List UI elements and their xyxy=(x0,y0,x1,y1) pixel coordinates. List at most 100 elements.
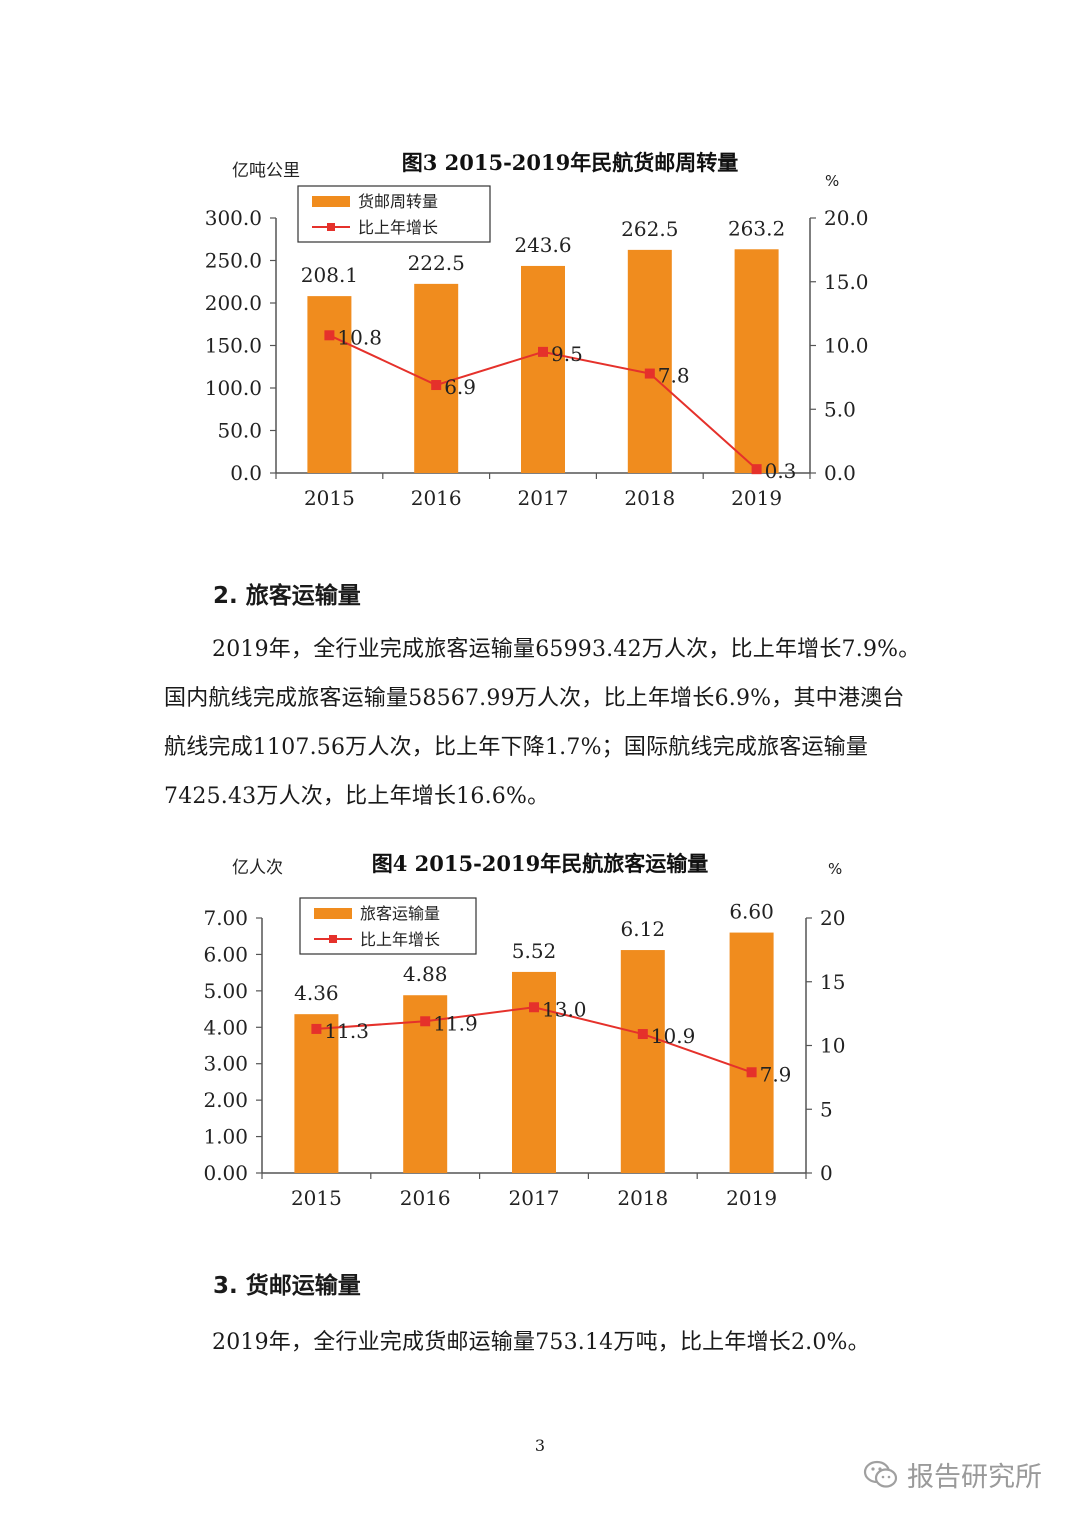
legend-bar-label: 货邮周转量 xyxy=(358,192,438,211)
left-tick-label: 150.0 xyxy=(205,334,262,358)
left-tick-label: 0.0 xyxy=(230,461,262,485)
watermark: 报告研究所 xyxy=(863,1455,1042,1494)
x-tick-label: 2018 xyxy=(617,1186,668,1210)
x-tick-label: 2018 xyxy=(624,486,675,510)
left-tick-label: 5.00 xyxy=(203,979,248,1003)
right-tick-label: 10 xyxy=(820,1034,845,1058)
legend-box xyxy=(299,897,477,955)
right-axis-unit: % xyxy=(828,860,842,878)
left-tick-label: 0.00 xyxy=(203,1161,248,1185)
right-tick-label: 10.0 xyxy=(824,334,869,358)
legend-bar-swatch xyxy=(314,908,352,919)
legend-bar-swatch xyxy=(312,196,350,207)
bar-value-label: 4.88 xyxy=(403,962,448,986)
growth-value-label: 7.8 xyxy=(658,364,690,388)
growth-value-label: 9.5 xyxy=(551,342,583,366)
x-tick-label: 2015 xyxy=(291,1186,342,1210)
left-tick-label: 6.00 xyxy=(203,942,248,966)
bar xyxy=(307,296,352,473)
bar-value-label: 262.5 xyxy=(621,217,678,241)
growth-value-label: 10.9 xyxy=(651,1024,696,1048)
paragraph-cargo: 2019年，全行业完成货邮运输量753.14万吨，比上年增长2.0%。 xyxy=(212,1330,870,1355)
left-tick-label: 250.0 xyxy=(205,249,262,273)
legend-bar-label: 旅客运输量 xyxy=(360,904,440,923)
growth-point xyxy=(751,464,762,475)
x-tick-label: 2016 xyxy=(411,486,462,510)
growth-point xyxy=(529,1002,539,1013)
bar xyxy=(521,265,565,473)
legend-box xyxy=(297,185,491,243)
bar-value-label: 6.60 xyxy=(729,900,774,924)
bar-value-label: 222.5 xyxy=(408,251,465,275)
growth-value-label: 11.9 xyxy=(433,1011,478,1035)
growth-point xyxy=(538,346,548,357)
bar-value-label: 4.36 xyxy=(294,981,339,1005)
bar-value-label: 263.2 xyxy=(728,216,785,240)
x-tick-label: 2019 xyxy=(726,1186,777,1210)
growth-value-label: 10.8 xyxy=(337,325,382,349)
growth-point xyxy=(637,1029,648,1040)
growth-point xyxy=(431,380,442,391)
growth-value-label: 13.0 xyxy=(542,997,587,1021)
paragraph-passenger: 2019年，全行业完成旅客运输量65993.42万人次，比上年增长7.9%。国内… xyxy=(164,637,921,809)
watermark-text: 报告研究所 xyxy=(907,1462,1042,1493)
bar-value-label: 6.12 xyxy=(621,917,666,941)
bar xyxy=(627,249,672,473)
legend-line-marker xyxy=(327,223,335,231)
growth-value-label: 11.3 xyxy=(324,1019,369,1043)
right-tick-label: 15 xyxy=(820,970,845,994)
right-tick-label: 0 xyxy=(820,1161,833,1185)
bar xyxy=(620,950,665,1173)
growth-value-label: 6.9 xyxy=(444,375,476,399)
growth-point xyxy=(644,368,655,379)
growth-point xyxy=(311,1023,322,1034)
left-tick-label: 300.0 xyxy=(205,206,262,230)
chart-passenger-volume-svg: 图4 2015-2019年民航旅客运输量 亿人次 % 0.00 1.00 2.00 3.00… xyxy=(203,851,845,1210)
wechat-icon xyxy=(863,1460,898,1488)
left-axis-unit: 亿人次 xyxy=(232,858,283,878)
right-tick-label: 15.0 xyxy=(824,270,869,294)
x-tick-label: 2015 xyxy=(304,486,355,510)
bar xyxy=(294,1014,339,1173)
right-tick-label: 20 xyxy=(820,906,845,930)
chart-cargo-turnover-svg: 图3 2015-2019年民航货邮周转量 亿吨公里 % 0.0 50.0 100.0 150… xyxy=(205,150,869,510)
chart-passenger-volume: 图4 2015-2019年民航旅客运输量 亿人次% 0.00 1.00 2.00 3.00… xyxy=(150,840,910,1220)
bar-value-label: 243.6 xyxy=(514,233,571,257)
growth-value-label: 7.9 xyxy=(760,1062,792,1086)
legend-line-marker xyxy=(329,935,337,943)
left-tick-label: 1.00 xyxy=(203,1125,248,1149)
left-tick-label: 100.0 xyxy=(205,376,262,400)
right-tick-label: 0.0 xyxy=(824,461,856,485)
right-axis-unit: % xyxy=(825,172,839,190)
legend-line-label: 比上年增长 xyxy=(360,930,440,949)
left-tick-label: 7.00 xyxy=(203,906,248,930)
bar-value-label: 208.1 xyxy=(301,263,358,287)
x-tick-label: 2017 xyxy=(518,486,569,510)
bar-value-label: 5.52 xyxy=(512,939,557,963)
right-tick-label: 5 xyxy=(820,1097,833,1121)
chart-title: 图3 2015-2019年民航货邮周转量 xyxy=(402,150,739,175)
x-tick-label: 2016 xyxy=(400,1186,451,1210)
left-tick-label: 2.00 xyxy=(203,1088,248,1112)
growth-value-label: 0.3 xyxy=(765,459,797,483)
left-tick-label: 3.00 xyxy=(203,1052,248,1076)
left-tick-label: 50.0 xyxy=(217,419,262,443)
growth-point xyxy=(746,1067,757,1078)
bar xyxy=(729,932,774,1173)
growth-point xyxy=(420,1016,431,1027)
growth-point xyxy=(324,330,335,341)
chart-title: 图4 2015-2019年民航旅客运输量 xyxy=(372,851,709,876)
left-tick-label: 4.00 xyxy=(203,1015,248,1039)
left-axis-unit: 亿吨公里 xyxy=(232,161,300,181)
page-number: 3 xyxy=(534,1436,546,1455)
section-heading-cargo: 3. 货邮运输量 xyxy=(213,1273,361,1299)
left-tick-label: 200.0 xyxy=(205,291,262,315)
section-heading-passenger: 2. 旅客运输量 xyxy=(213,583,361,609)
x-tick-label: 2019 xyxy=(731,486,782,510)
legend-line-label: 比上年增长 xyxy=(358,218,438,237)
right-tick-label: 20.0 xyxy=(824,206,869,230)
chart-cargo-turnover: 图3 2015-2019年民航货邮周转量 亿吨公里% 0.0 50.0 100.0 150… xyxy=(150,140,910,520)
x-tick-label: 2017 xyxy=(509,1186,560,1210)
right-tick-label: 5.0 xyxy=(824,397,856,421)
bar xyxy=(734,249,779,473)
